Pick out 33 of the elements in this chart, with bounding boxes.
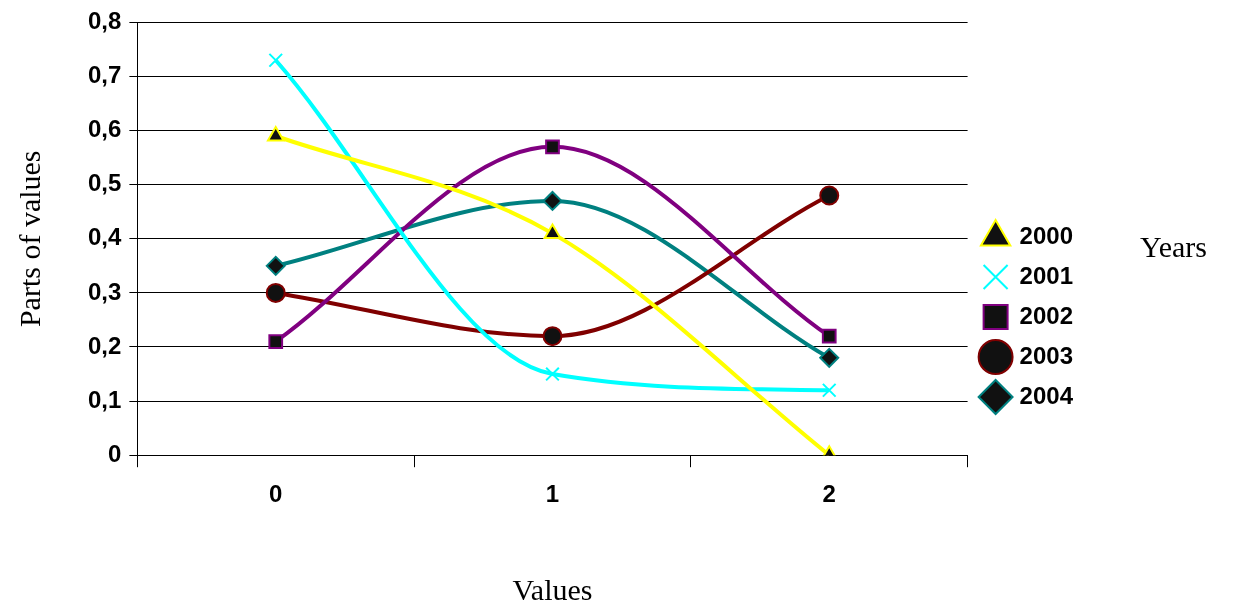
x-tick-label: 0 [269,480,283,508]
y-tick-label: 0,3 [87,277,122,305]
point [268,52,284,68]
point [266,126,285,142]
x-tick-label: 1 [545,480,560,508]
legend-label: 2003 [1019,341,1073,369]
y-tick-label: 0,1 [87,385,122,413]
y-axis-title: Parts of values [12,150,46,328]
y-tick-label: 0,8 [87,7,122,35]
y-tick-label: 0,7 [87,61,122,89]
point [821,382,837,398]
point [265,255,286,276]
y-tick-label: 0,5 [87,169,122,197]
point [265,282,286,303]
legend-label: 2004 [1019,381,1074,409]
point [819,185,840,206]
point [819,347,840,368]
point [545,366,560,382]
point [821,328,837,344]
point [542,326,563,347]
x-tick-label: 2 [822,480,836,508]
legend-label: 2001 [1019,261,1073,289]
x-axis-title: Values [512,572,593,606]
point [268,334,284,349]
y-tick-label: 0,6 [87,115,122,143]
legend-label: 2000 [1019,221,1073,249]
y-tick-label: 0,2 [87,331,122,359]
point [545,139,560,155]
y-tick-label: 0 [108,439,122,467]
legend-label: 2002 [1019,301,1073,329]
point [542,190,563,211]
y-tick-label: 0,4 [87,223,122,251]
legend-title: Years [1140,230,1207,264]
